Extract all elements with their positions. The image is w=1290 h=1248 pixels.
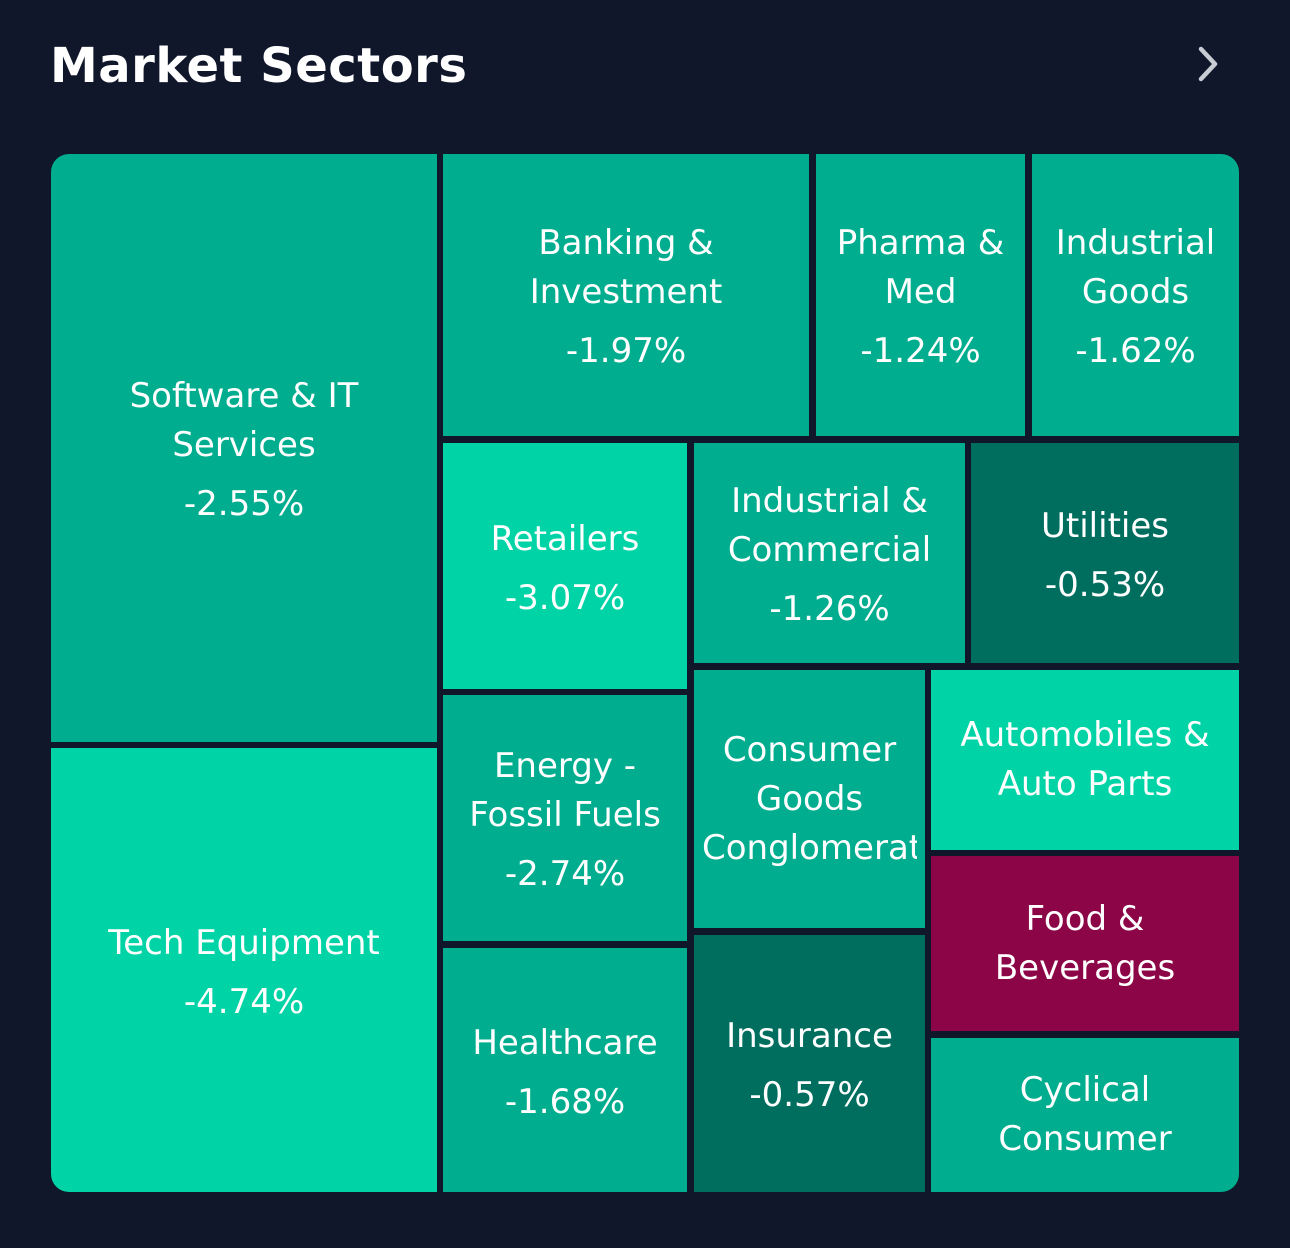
sector-name: Industrial & Commercial — [727, 481, 932, 570]
page-title: Market Sectors — [50, 38, 468, 94]
sector-tile-tech-equipment[interactable]: Tech Equipment -4.74% — [51, 748, 437, 1192]
sector-tile-utilities[interactable]: Utilities -0.53% — [971, 443, 1239, 663]
sector-tile-consumer-goods-conglomerates[interactable]: Consumer Goods Conglomerates — [694, 670, 925, 928]
sector-tile-automobiles-auto-parts[interactable]: Automobiles & Auto Parts — [931, 670, 1239, 850]
sector-tile-retailers[interactable]: Retailers -3.07% — [443, 443, 687, 689]
sector-tile-insurance[interactable]: Insurance -0.57% — [694, 935, 925, 1192]
sector-name: Utilities — [1041, 505, 1169, 546]
sector-change: -0.57% — [749, 1075, 870, 1115]
sector-change: -4.74% — [183, 981, 305, 1022]
sector-name: Industrial Goods — [1055, 223, 1216, 312]
sector-change: -1.68% — [504, 1081, 626, 1122]
sector-tile-pharma-med[interactable]: Pharma & Med -1.24% — [816, 154, 1025, 436]
sector-tile-cyclical-consumer[interactable]: Cyclical Consumer — [931, 1038, 1239, 1192]
sector-tile-software-it-services[interactable]: Software & IT Services -2.55% — [51, 154, 437, 742]
sector-change: -1.24% — [860, 331, 981, 371]
sector-tile-industrial-commercial[interactable]: Industrial & Commercial -1.26% — [694, 443, 965, 663]
sector-name: Consumer Goods Conglomerates — [702, 729, 917, 868]
sector-change: -2.74% — [504, 854, 626, 894]
sector-name: Automobiles & Auto Parts — [960, 715, 1210, 804]
sector-change: -3.07% — [504, 577, 626, 618]
sector-name: Insurance — [726, 1016, 893, 1056]
sector-name: Pharma & Med — [836, 223, 1005, 312]
view-more-button[interactable] — [1184, 40, 1232, 88]
sector-tile-food-beverages[interactable]: Food & Beverages — [931, 856, 1239, 1031]
sector-tile-healthcare[interactable]: Healthcare -1.68% — [443, 948, 687, 1192]
sector-name: Healthcare — [472, 1022, 658, 1063]
sector-name: Software & IT Services — [129, 376, 359, 465]
sector-name: Energy - Fossil Fuels — [469, 746, 661, 835]
sector-tile-industrial-goods[interactable]: Industrial Goods -1.62% — [1032, 154, 1239, 436]
sector-treemap: Software & IT Services -2.55% Tech Equip… — [51, 154, 1239, 1192]
sector-name: Tech Equipment — [108, 922, 380, 963]
chevron-right-icon — [1198, 46, 1218, 82]
sector-change: -1.97% — [565, 331, 687, 371]
sector-change: -1.26% — [769, 589, 890, 629]
sector-name: Cyclical Consumer — [998, 1070, 1172, 1159]
sector-name: Banking & Investment — [529, 223, 723, 312]
sector-change: -0.53% — [1044, 564, 1166, 605]
sector-change: -1.62% — [1075, 331, 1196, 371]
sector-tile-banking-investment[interactable]: Banking & Investment -1.97% — [443, 154, 809, 436]
sector-name: Food & Beverages — [994, 898, 1176, 988]
sector-name: Retailers — [490, 518, 640, 559]
sector-change: -2.55% — [183, 484, 305, 524]
sector-tile-energy-fossil-fuels[interactable]: Energy - Fossil Fuels -2.74% — [443, 695, 687, 941]
